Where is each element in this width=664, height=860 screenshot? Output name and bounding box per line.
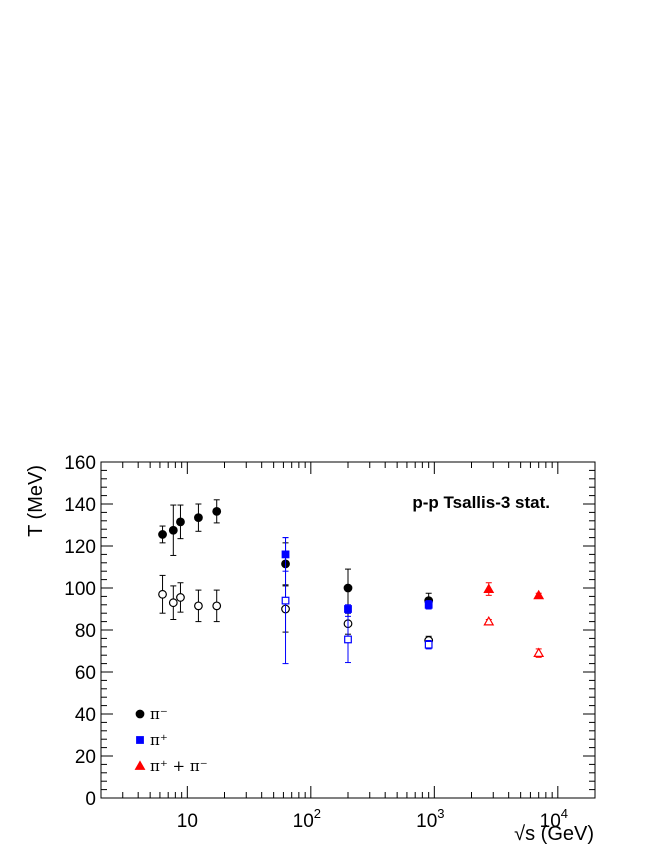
x-tick-label: 102 (293, 806, 321, 832)
open-circle-point (212, 601, 222, 611)
filled-circle-point (168, 525, 178, 535)
y-axis-title: T (MeV) (25, 465, 47, 537)
x-axis-title: √s (GeV) (514, 823, 594, 845)
y-tick-label: 60 (75, 663, 96, 684)
legend-marker-circle (135, 709, 145, 719)
legend-label: π⁻ (150, 705, 168, 723)
x-tick-label: 104 (540, 806, 568, 832)
open-square-point (281, 596, 290, 605)
filled-square-point (424, 600, 433, 609)
legend-marker-square (136, 736, 144, 744)
y-tick-label: 20 (75, 747, 96, 768)
y-tick-label: 80 (75, 621, 96, 642)
legend-label: π⁺ (150, 731, 168, 749)
filled-circle-point (212, 506, 222, 516)
open-circle-point (194, 601, 203, 611)
chart-annotation: p-p Tsallis-3 stat. (412, 493, 550, 512)
y-tick-label: 40 (75, 705, 96, 726)
filled-circle-point (158, 530, 167, 539)
axes: 0 20 40 60 80 100 120 140 160 10 102 103 104 (64, 453, 596, 832)
y-tick-label: 160 (64, 453, 96, 474)
open-triangle-point (483, 615, 495, 626)
y-tick-label: 140 (64, 495, 96, 516)
y-tick-label: 120 (64, 537, 96, 558)
legend-marker-triangle (134, 760, 146, 770)
legend: π⁻ π⁺ π⁺ + π⁻ (134, 705, 208, 775)
open-triangle-point (533, 647, 545, 658)
y-tick-label: 0 (85, 789, 96, 810)
open-square-point (424, 640, 433, 649)
x-tick-label: 10 (177, 811, 198, 832)
filled-square-point (344, 605, 352, 613)
filled-circle-point (343, 583, 353, 593)
filled-triangle-point (483, 583, 495, 593)
y-tick-label: 100 (64, 579, 96, 600)
open-circle-point (168, 598, 178, 608)
filled-triangle-point (533, 589, 545, 600)
open-circle-point (158, 589, 167, 599)
filled-circle-point (194, 513, 203, 523)
open-circle-point (176, 593, 185, 602)
filled-circle-point (176, 517, 185, 527)
x-tick-label: 103 (416, 806, 444, 832)
open-square-point (344, 635, 352, 644)
data-points (158, 499, 545, 665)
legend-label: π⁺ + π⁻ (150, 757, 208, 775)
